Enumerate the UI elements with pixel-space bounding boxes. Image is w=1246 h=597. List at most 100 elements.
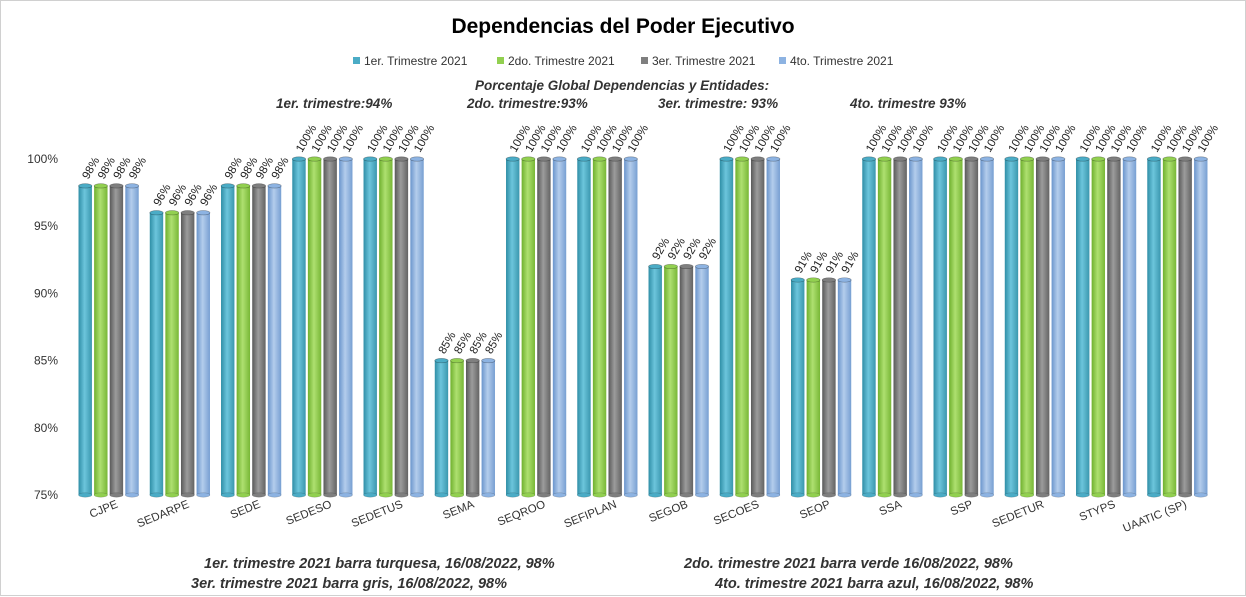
y-tick-label: 90% xyxy=(34,286,58,300)
bar-base xyxy=(608,492,623,498)
bar-base xyxy=(623,492,638,498)
bar xyxy=(1075,156,1090,498)
category-label: SEMA xyxy=(441,499,476,522)
x-axis: CJPE SEDARPE SEDE SEDESO SEDETUS SEMA SEQROO SE… xyxy=(88,499,1189,536)
bar-cap xyxy=(536,156,551,162)
bar-cap xyxy=(608,156,623,162)
bar-body xyxy=(909,159,923,495)
bar-body xyxy=(434,360,449,495)
category-label: SEOP xyxy=(798,499,832,522)
bar-base xyxy=(109,492,124,498)
bar-base xyxy=(1020,492,1035,498)
bar-base xyxy=(933,492,948,498)
bar-body xyxy=(252,185,266,495)
bar-cap xyxy=(93,183,108,189)
bar-cap xyxy=(220,183,235,189)
legend-swatch-3 xyxy=(641,57,648,64)
bar-base xyxy=(577,492,591,498)
bar-body xyxy=(964,159,979,495)
bar-body xyxy=(837,279,852,495)
footnote-q4: 4to. trimestre 2021 barra azul, 16/08/20… xyxy=(714,576,1033,592)
bar-body xyxy=(1107,159,1121,495)
bar xyxy=(980,156,995,498)
annotation-q2: 2do. trimestre:93% xyxy=(466,96,588,111)
bar-base xyxy=(1106,492,1121,498)
bar xyxy=(291,156,306,498)
bar xyxy=(766,156,781,498)
category-label: SEFIPLAN xyxy=(562,499,618,531)
category-label: SEQROO xyxy=(496,499,547,529)
value-label: 98% xyxy=(127,155,149,181)
category-label: SECOES xyxy=(712,499,761,528)
bar-cap xyxy=(291,156,306,162)
bar-cap xyxy=(109,183,124,189)
bar-base xyxy=(719,492,734,498)
category-label: SEDETUR xyxy=(991,499,1046,531)
bar-body xyxy=(750,159,765,495)
bar-base xyxy=(750,492,765,498)
bar xyxy=(78,183,93,498)
bar-body xyxy=(339,159,353,495)
y-tick-label: 85% xyxy=(34,354,58,368)
bar-cap xyxy=(196,210,211,216)
bar-base xyxy=(338,492,353,498)
bar xyxy=(750,156,765,498)
bar-body xyxy=(1020,159,1034,495)
bar-base xyxy=(592,492,607,498)
bar-cap xyxy=(236,183,251,189)
bar-base xyxy=(196,492,211,498)
legend-swatch-4 xyxy=(779,57,786,64)
bar-base xyxy=(1091,492,1106,498)
bar xyxy=(180,210,195,498)
bar-base xyxy=(125,492,139,498)
bar xyxy=(323,156,338,498)
category-label: SSP xyxy=(949,499,975,519)
bar xyxy=(1091,156,1106,498)
bar-body xyxy=(410,159,424,495)
bar-body xyxy=(165,212,179,495)
footnote-q2: 2do. trimestre 2021 barra verde 16/08/20… xyxy=(683,556,1013,572)
bar xyxy=(821,277,836,498)
bar-body xyxy=(1178,159,1192,495)
bar-base xyxy=(790,492,805,498)
bar-body xyxy=(1076,159,1090,495)
bar-body xyxy=(664,266,678,495)
bar-base xyxy=(180,492,195,498)
bar xyxy=(267,183,282,498)
bar-base xyxy=(980,492,994,498)
bar-base xyxy=(821,492,836,498)
bar xyxy=(1020,156,1035,498)
bar-base xyxy=(521,492,536,498)
bar-body xyxy=(94,185,108,495)
bar-body xyxy=(394,159,409,495)
bar-cap xyxy=(663,264,678,270)
bar xyxy=(1193,156,1208,498)
bar xyxy=(948,156,963,498)
y-tick-label: 100% xyxy=(27,152,58,166)
category-label: SEGOB xyxy=(647,499,690,526)
bar-base xyxy=(434,492,449,498)
bar-body xyxy=(149,212,164,495)
bar-cap xyxy=(78,183,93,189)
bar-base xyxy=(1147,492,1161,498)
y-axis: 75% 80% 85% 90% 95% 100% xyxy=(27,152,58,502)
bar-body xyxy=(1091,159,1106,495)
bar-cap xyxy=(766,156,781,162)
category-label: STYPS xyxy=(1078,499,1118,524)
bar-cap xyxy=(450,358,465,364)
bar-cap xyxy=(521,156,536,162)
bar-body xyxy=(109,185,124,495)
bar xyxy=(196,210,211,498)
bar-body xyxy=(450,360,464,495)
bar-base xyxy=(251,492,266,498)
bar-body xyxy=(648,266,662,495)
bar xyxy=(648,264,663,498)
bar-cap xyxy=(149,210,164,216)
bar-base xyxy=(837,492,852,498)
bar-cap xyxy=(1146,156,1161,162)
bar xyxy=(251,183,266,498)
legend-label-1: 1er. Trimestre 2021 xyxy=(364,54,468,68)
bar-cap xyxy=(180,210,195,216)
bar xyxy=(608,156,623,498)
bar-base xyxy=(877,492,892,498)
